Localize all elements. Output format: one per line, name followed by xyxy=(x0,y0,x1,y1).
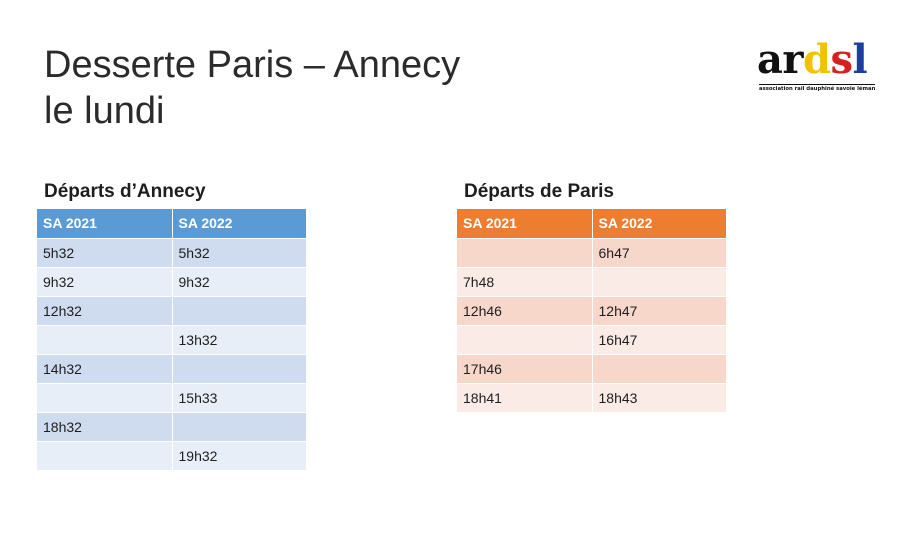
annecy-table-body: 5h32 5h32 9h32 9h32 12h32 13h32 14h32 15h33 18h3… xyxy=(37,238,306,470)
cell-sa-2021: 9h32 xyxy=(37,267,173,296)
cell-sa-2022: 9h32 xyxy=(172,267,306,296)
table-row: 12h46 12h47 xyxy=(457,296,726,325)
cell-sa-2022: 16h47 xyxy=(592,325,726,354)
column-header-sa-2022: SA 2022 xyxy=(592,209,726,238)
table-row: 9h32 9h32 xyxy=(37,267,306,296)
annecy-departures-heading: Départs d’Annecy xyxy=(44,181,206,202)
table-row: 7h48 xyxy=(457,267,726,296)
table-row: 5h32 5h32 xyxy=(37,238,306,267)
paris-departures-heading: Départs de Paris xyxy=(464,181,614,202)
table-row: 18h41 18h43 xyxy=(457,383,726,412)
cell-sa-2021 xyxy=(457,325,593,354)
table-header-row: SA 2021 SA 2022 xyxy=(37,209,306,238)
logo-letter-a: a xyxy=(757,36,783,83)
cell-sa-2022: 15h33 xyxy=(172,383,306,412)
cell-sa-2021: 17h46 xyxy=(457,354,593,383)
paris-departures-table: SA 2021 SA 2022 6h47 7h48 12h46 12h47 16h47 1… xyxy=(457,209,726,413)
column-header-sa-2021: SA 2021 xyxy=(457,209,593,238)
cell-sa-2021: 18h41 xyxy=(457,383,593,412)
slide-title-line-1: Desserte Paris – Annecy xyxy=(44,44,461,86)
table-row: 19h32 xyxy=(37,441,306,470)
table-row: 14h32 xyxy=(37,354,306,383)
table-header-row: SA 2021 SA 2022 xyxy=(457,209,726,238)
table-row: 17h46 xyxy=(457,354,726,383)
logo-letter-s: s xyxy=(830,36,853,83)
cell-sa-2021: 7h48 xyxy=(457,267,593,296)
cell-sa-2022 xyxy=(172,296,306,325)
logo-letter-r: r xyxy=(782,36,803,83)
cell-sa-2022: 19h32 xyxy=(172,441,306,470)
logo-tagline: association rail dauphiné savoie léman xyxy=(759,84,876,92)
cell-sa-2021: 14h32 xyxy=(37,354,173,383)
cell-sa-2021 xyxy=(37,383,173,412)
cell-sa-2022: 18h43 xyxy=(592,383,726,412)
cell-sa-2022 xyxy=(172,354,306,383)
cell-sa-2022: 12h47 xyxy=(592,296,726,325)
cell-sa-2021: 12h32 xyxy=(37,296,173,325)
cell-sa-2021 xyxy=(457,238,593,267)
cell-sa-2021: 5h32 xyxy=(37,238,173,267)
column-header-sa-2021: SA 2021 xyxy=(37,209,173,238)
cell-sa-2022: 5h32 xyxy=(172,238,306,267)
cell-sa-2021 xyxy=(37,441,173,470)
paris-table-body: 6h47 7h48 12h46 12h47 16h47 17h46 18h41 18h43 xyxy=(457,238,726,412)
annecy-departures-table: SA 2021 SA 2022 5h32 5h32 9h32 9h32 12h32 13h… xyxy=(37,209,306,471)
table-row: 12h32 xyxy=(37,296,306,325)
cell-sa-2022 xyxy=(172,412,306,441)
cell-sa-2021: 12h46 xyxy=(457,296,593,325)
cell-sa-2022: 6h47 xyxy=(592,238,726,267)
table-row: 18h32 xyxy=(37,412,306,441)
table-row: 6h47 xyxy=(457,238,726,267)
logo-letter-l: l xyxy=(852,36,868,83)
cell-sa-2022 xyxy=(592,354,726,383)
cell-sa-2021 xyxy=(37,325,173,354)
cell-sa-2022: 13h32 xyxy=(172,325,306,354)
logo-letter-d: d xyxy=(803,36,831,83)
table-row: 15h33 xyxy=(37,383,306,412)
table-row: 13h32 xyxy=(37,325,306,354)
slide-title: Desserte Paris – Annecy le lundi xyxy=(44,42,604,134)
column-header-sa-2022: SA 2022 xyxy=(172,209,306,238)
slide-title-line-2: le lundi xyxy=(44,90,165,132)
logo-wordmark: ardsl xyxy=(757,36,868,83)
cell-sa-2021: 18h32 xyxy=(37,412,173,441)
ardsl-logo: ardsl association rail dauphiné savoie l… xyxy=(757,38,889,94)
cell-sa-2022 xyxy=(592,267,726,296)
table-row: 16h47 xyxy=(457,325,726,354)
